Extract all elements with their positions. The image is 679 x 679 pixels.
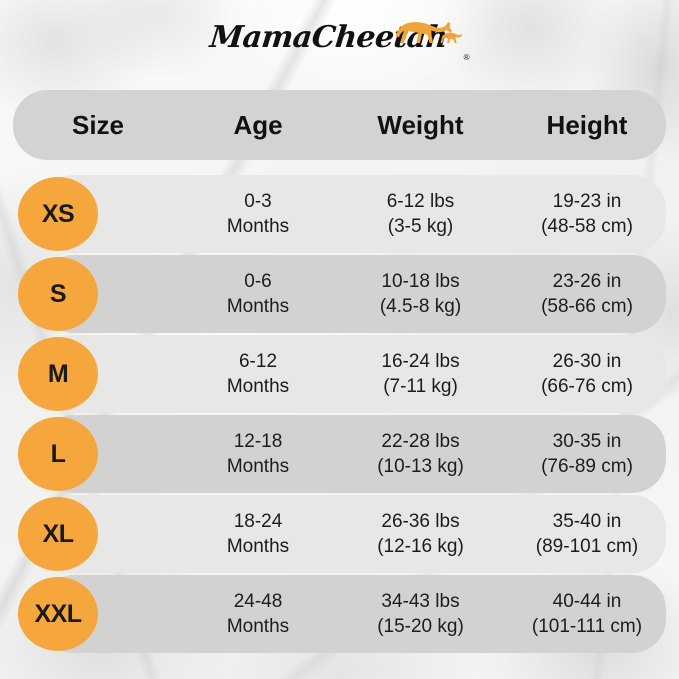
row-background — [40, 415, 666, 493]
age-range: 0-6 — [244, 270, 272, 292]
height-in: 30-35 in — [552, 430, 622, 452]
weight-cell: 6-12 lbs (3-5 kg) — [333, 189, 508, 239]
age-unit: Months — [226, 456, 290, 477]
row-background — [40, 575, 666, 653]
size-badge: XS — [18, 177, 98, 251]
weight-cell: 26-36 lbs (12-16 kg) — [333, 509, 508, 559]
height-cm: (66-76 cm) — [541, 376, 633, 397]
weight-kg: (4.5-8 kg) — [379, 296, 462, 317]
age-cell: 12-18 Months — [183, 429, 333, 479]
table-row: XXL 24-48 Months 34-43 lbs (15-20 kg) 40… — [13, 575, 666, 653]
size-badge: M — [18, 337, 98, 411]
height-in: 26-30 in — [552, 350, 622, 372]
age-cell: 0-6 Months — [183, 269, 333, 319]
brand-logo: MamaCheetah ® — [0, 16, 679, 72]
weight-kg: (3-5 kg) — [387, 216, 454, 237]
age-unit: Months — [226, 616, 290, 637]
age-range: 6-12 — [238, 350, 278, 372]
age-unit: Months — [226, 376, 290, 397]
height-cell: 23-26 in (58-66 cm) — [508, 269, 666, 319]
weight-lbs: 16-24 lbs — [381, 350, 460, 372]
height-cm: (48-58 cm) — [541, 216, 633, 237]
size-chart-table: Size Age Weight Height XS 0-3 Months 6-1… — [13, 90, 666, 655]
age-cell: 18-24 Months — [183, 509, 333, 559]
height-cell: 40-44 in (101-111 cm) — [508, 589, 666, 639]
weight-kg: (7-11 kg) — [383, 376, 458, 397]
age-unit: Months — [226, 536, 290, 557]
cheetah-with-cub-icon — [395, 22, 462, 43]
row-background — [40, 335, 666, 413]
age-range: 24-48 — [233, 590, 283, 612]
height-in: 40-44 in — [552, 590, 622, 612]
size-badge: XXL — [18, 577, 98, 651]
size-badge: S — [18, 257, 98, 331]
size-badge: L — [18, 417, 98, 491]
column-header-age: Age — [233, 109, 283, 140]
age-cell: 0-3 Months — [183, 189, 333, 239]
weight-lbs: 34-43 lbs — [381, 590, 460, 612]
table-row: M 6-12 Months 16-24 lbs (7-11 kg) 26-30 … — [13, 335, 666, 413]
height-in: 23-26 in — [552, 270, 622, 292]
weight-kg: (10-13 kg) — [377, 456, 464, 477]
table-row: L 12-18 Months 22-28 lbs (10-13 kg) 30-3… — [13, 415, 666, 493]
weight-lbs: 10-18 lbs — [381, 270, 460, 292]
weight-cell: 16-24 lbs (7-11 kg) — [333, 349, 508, 399]
weight-lbs: 22-28 lbs — [381, 430, 460, 452]
age-unit: Months — [226, 296, 290, 317]
table-header-row: Size Age Weight Height — [13, 90, 666, 160]
height-in: 19-23 in — [552, 190, 622, 212]
height-cell: 35-40 in (89-101 cm) — [508, 509, 666, 559]
height-cm: (58-66 cm) — [541, 296, 633, 317]
age-unit: Months — [226, 216, 290, 237]
row-background — [40, 255, 666, 333]
height-cell: 30-35 in (76-89 cm) — [508, 429, 666, 479]
height-cm: (101-111 cm) — [531, 616, 643, 637]
weight-lbs: 26-36 lbs — [381, 510, 460, 532]
table-row: S 0-6 Months 10-18 lbs (4.5-8 kg) 23-26 … — [13, 255, 666, 333]
table-row: XL 18-24 Months 26-36 lbs (12-16 kg) 35-… — [13, 495, 666, 573]
weight-cell: 10-18 lbs (4.5-8 kg) — [333, 269, 508, 319]
weight-lbs: 6-12 lbs — [386, 190, 455, 212]
registered-trademark-icon: ® — [463, 53, 470, 62]
weight-kg: (15-20 kg) — [377, 616, 464, 637]
age-range: 18-24 — [233, 510, 283, 532]
height-cell: 19-23 in (48-58 cm) — [508, 189, 666, 239]
column-header-size: Size — [71, 109, 125, 140]
age-cell: 6-12 Months — [183, 349, 333, 399]
weight-kg: (12-16 kg) — [377, 536, 464, 557]
weight-cell: 22-28 lbs (10-13 kg) — [333, 429, 508, 479]
age-range: 0-3 — [244, 190, 272, 212]
age-cell: 24-48 Months — [183, 589, 333, 639]
height-in: 35-40 in — [552, 510, 622, 532]
size-badge: XL — [18, 497, 98, 571]
height-cell: 26-30 in (66-76 cm) — [508, 349, 666, 399]
age-range: 12-18 — [233, 430, 283, 452]
weight-cell: 34-43 lbs (15-20 kg) — [333, 589, 508, 639]
height-cm: (89-101 cm) — [535, 536, 639, 557]
row-background — [40, 175, 666, 253]
column-header-weight: Weight — [377, 109, 464, 140]
height-cm: (76-89 cm) — [541, 456, 633, 477]
table-row: XS 0-3 Months 6-12 lbs (3-5 kg) 19-23 in… — [13, 175, 666, 253]
column-header-height: Height — [546, 109, 628, 140]
row-background — [40, 495, 666, 573]
